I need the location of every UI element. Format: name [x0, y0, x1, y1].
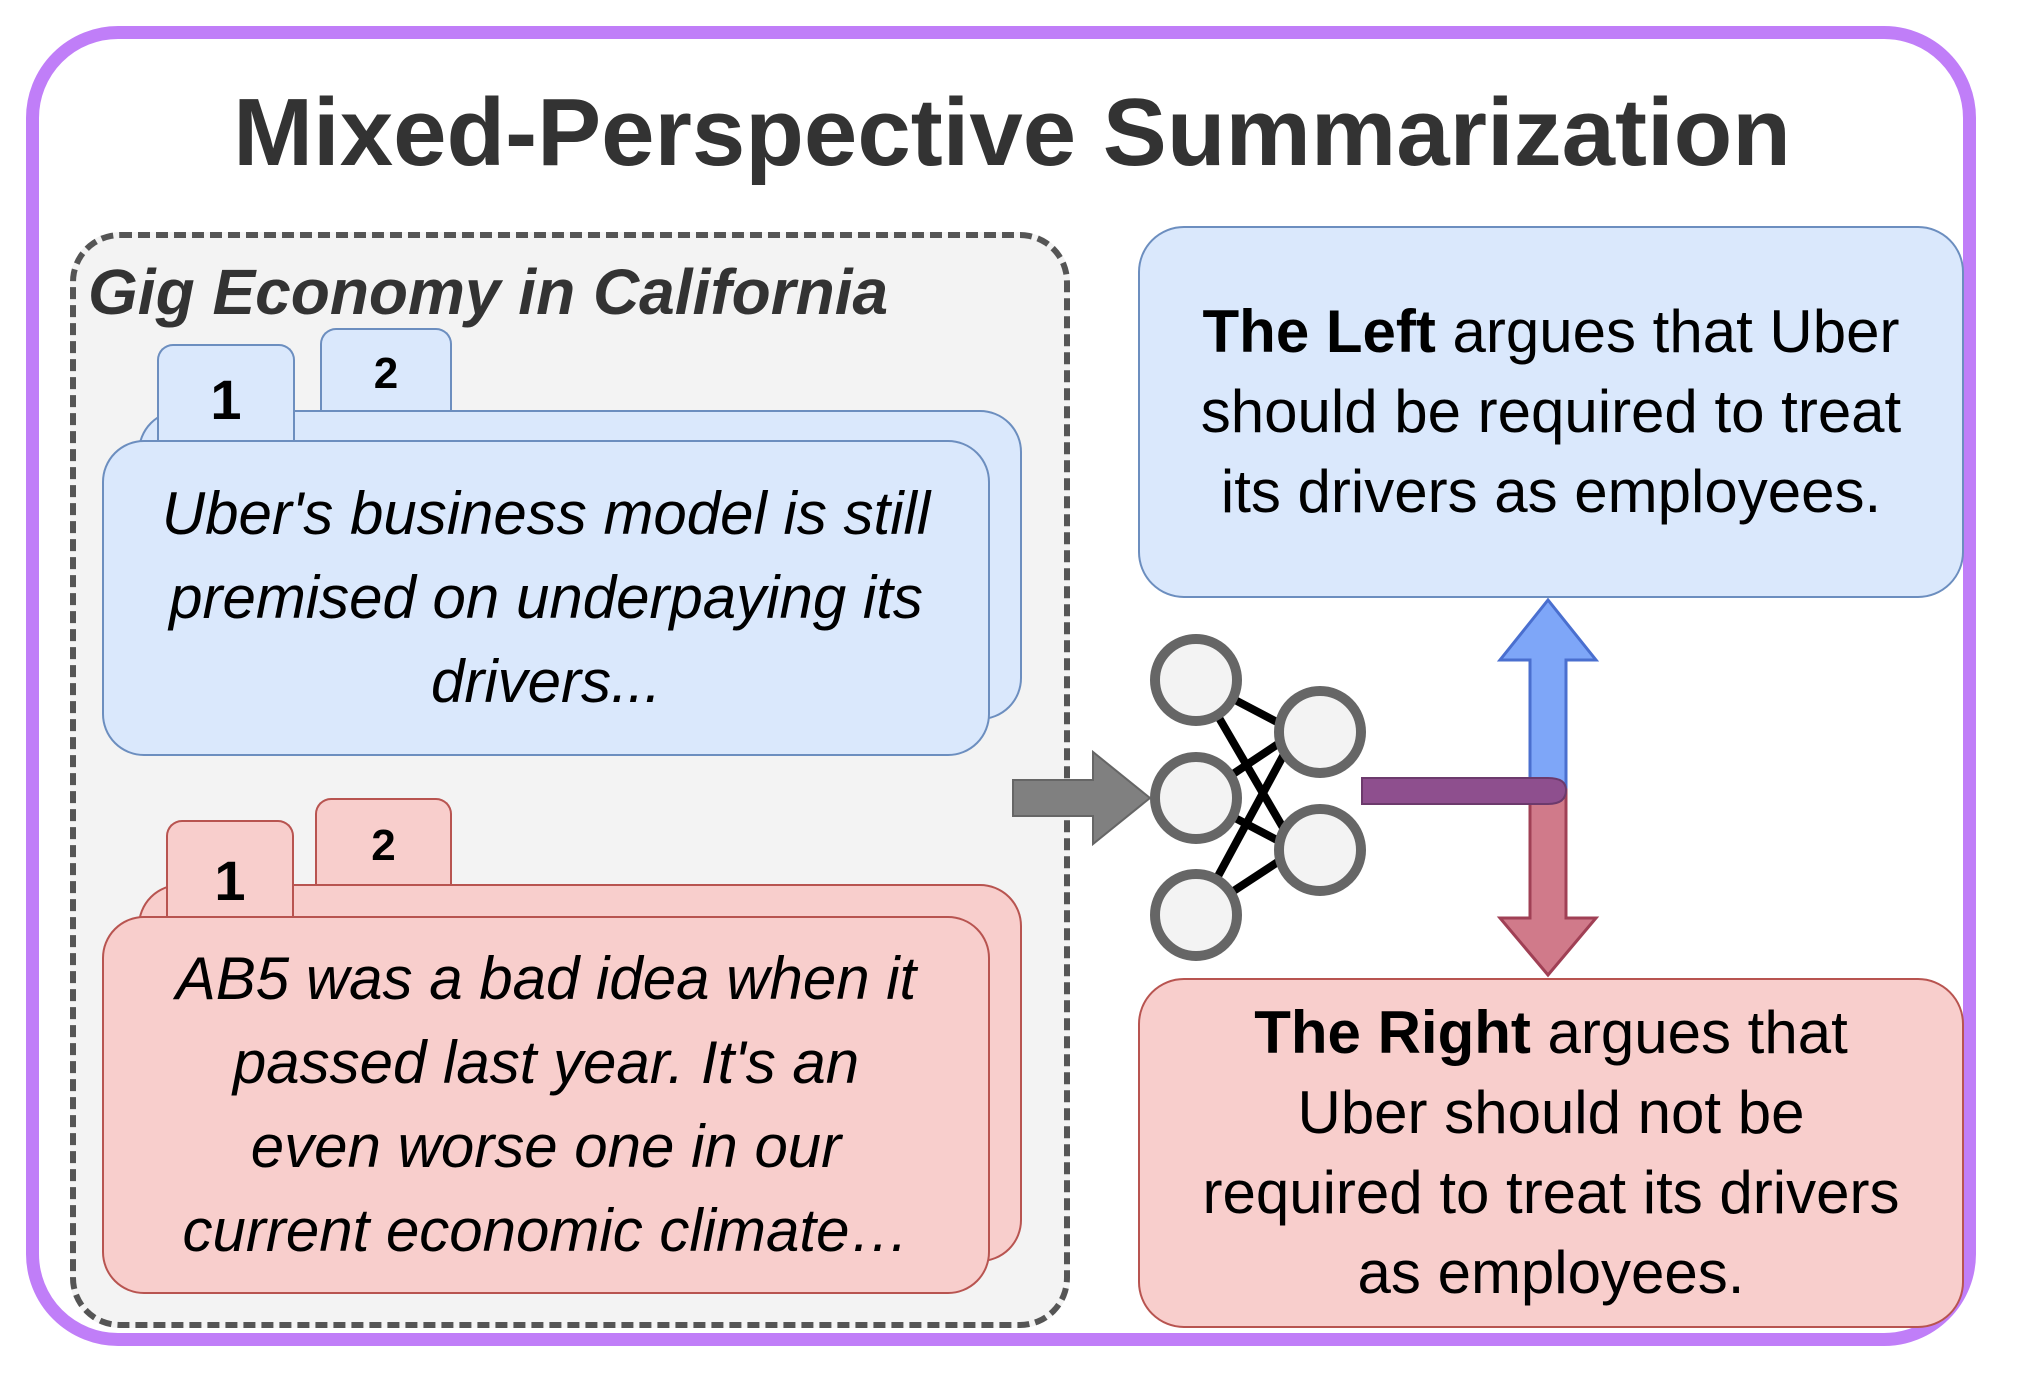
- left-summary-text: its drivers as employees.: [1220, 458, 1882, 525]
- topic-title: Gig Economy in California: [88, 256, 889, 328]
- left-summary-label: The Left: [1202, 298, 1436, 365]
- output-connector: [1361, 777, 1568, 805]
- left-doc-line: Uber's business model is still: [161, 480, 931, 547]
- right-summary-text: argues that: [1530, 999, 1848, 1066]
- left-doc-line: premised on underpaying its: [169, 564, 923, 631]
- right-doc-excerpt: AB5 was a bad idea when it passed last y…: [102, 916, 990, 1294]
- right-doc-line: AB5 was a bad idea when it: [175, 945, 917, 1012]
- right-doc-line: current economic climate…: [182, 1197, 910, 1264]
- left-doc-tab-2: 2: [320, 328, 452, 418]
- right-doc-front-card: [102, 916, 990, 1294]
- right-summary-text: as employees.: [1357, 1239, 1745, 1306]
- left-doc-front-card: [102, 440, 990, 756]
- left-doc-tab-1: 1: [157, 344, 295, 448]
- left-summary-text: argues that Uber: [1435, 298, 1900, 365]
- right-doc-tab-2: 2: [315, 798, 452, 888]
- outer-frame: [26, 26, 1976, 1346]
- arrow-down-icon: [1496, 788, 1600, 978]
- arrow-up-icon: [1496, 597, 1600, 792]
- right-summary-text: required to treat its drivers: [1202, 1159, 1900, 1226]
- left-summary-box: The Left argues that Uber should be requ…: [1138, 226, 1964, 598]
- right-summary-label: The Right: [1254, 999, 1531, 1066]
- right-doc-line: even worse one in our: [250, 1113, 842, 1180]
- right-summary-text: Uber should not be: [1297, 1079, 1805, 1146]
- left-doc-excerpt: Uber's business model is still premised …: [102, 440, 990, 756]
- left-summary-text: should be required to treat: [1200, 378, 1902, 445]
- diagram-title: Mixed-Perspective Summarization: [233, 79, 1791, 186]
- right-summary-box: The Right argues that Uber should not be…: [1138, 978, 1964, 1328]
- right-doc-line: passed last year. It's an: [232, 1029, 860, 1096]
- right-doc-tab-1: 1: [166, 820, 294, 924]
- network-nodes: [1150, 634, 1366, 961]
- arrow-right-icon: [1012, 749, 1152, 847]
- left-doc-line: drivers...: [430, 648, 662, 715]
